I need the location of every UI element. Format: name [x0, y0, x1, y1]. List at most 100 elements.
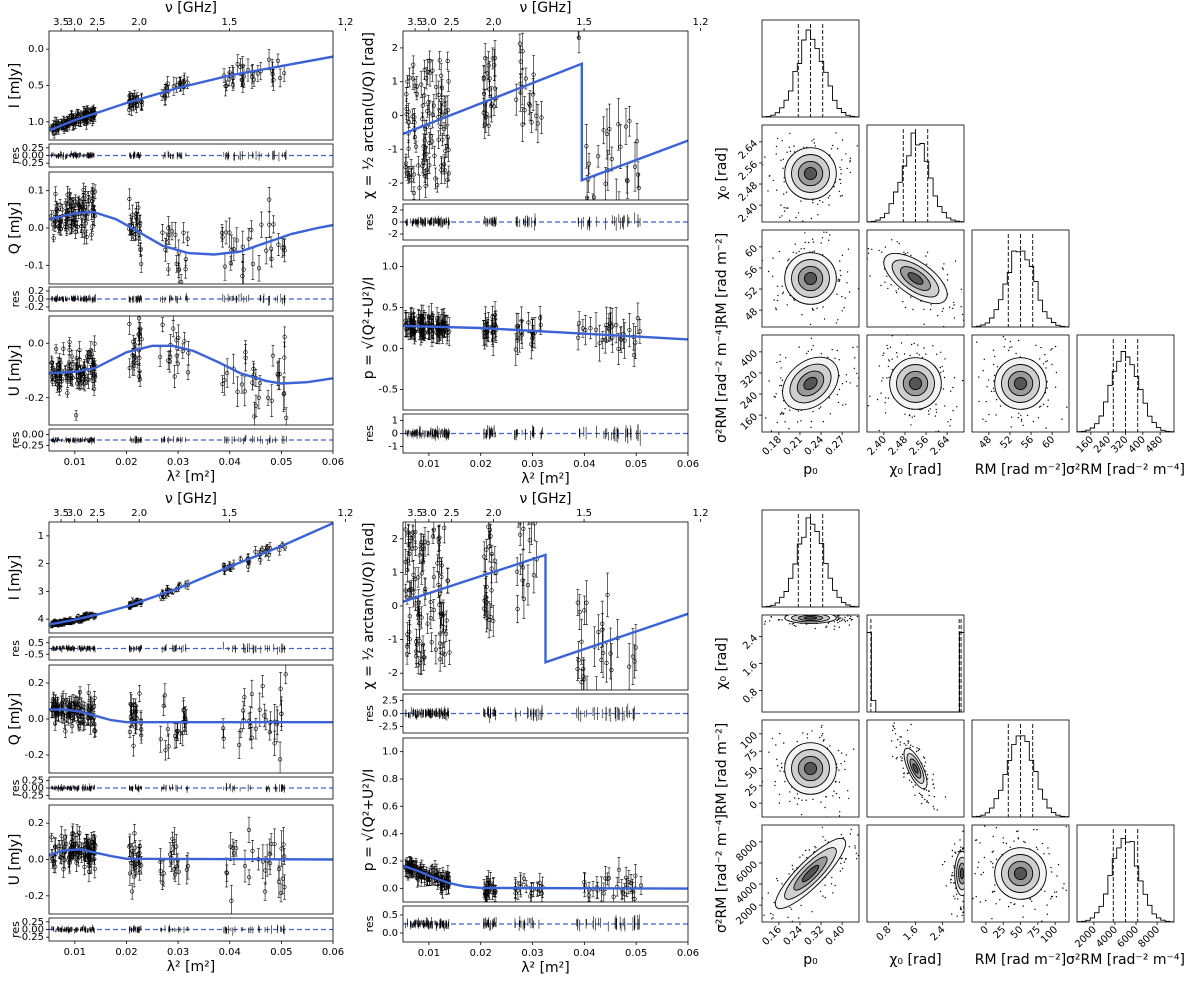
data-point	[81, 187, 86, 192]
top-nu-label: ν [GHz]	[165, 0, 217, 16]
data-point	[134, 211, 139, 216]
nu-tick-label: 2.0	[486, 17, 502, 28]
data-point	[68, 198, 73, 204]
data-point	[171, 311, 175, 315]
data-point	[527, 103, 533, 108]
data-point	[69, 354, 75, 359]
data-point	[430, 68, 435, 73]
data-point	[538, 322, 543, 328]
data-point	[259, 222, 264, 227]
data-point	[75, 110, 80, 115]
data-point	[601, 128, 606, 133]
data-point	[609, 156, 614, 162]
top-I-panel-plot	[49, 49, 333, 139]
data-point	[249, 74, 255, 80]
data-point	[82, 364, 87, 369]
data-point	[166, 267, 171, 272]
data-point	[487, 76, 492, 81]
y-tick-label: -1	[388, 442, 398, 453]
x-tick-label: 0.03	[167, 457, 189, 468]
data-point	[58, 202, 63, 208]
data-point	[240, 244, 245, 249]
data-point	[53, 377, 58, 382]
data-point	[446, 171, 451, 176]
data-point	[62, 118, 67, 124]
data-point	[411, 62, 416, 67]
top-U-res-panel: 0.00-0.25	[18, 428, 334, 452]
data-point	[77, 357, 82, 362]
data-point	[538, 315, 543, 320]
data-point	[67, 207, 72, 212]
data-point	[600, 337, 605, 343]
y-tick-label: 0.5	[28, 81, 44, 92]
top-p-panel-frame	[402, 245, 689, 411]
y-tick-label: 2	[392, 43, 398, 54]
data-point	[420, 103, 425, 108]
data-point	[490, 56, 495, 61]
y-tick-label: 0	[392, 429, 398, 440]
data-point	[249, 227, 254, 232]
bottom-I-panel: 1 2 3 4	[38, 521, 334, 634]
top-p-ylabel: p = √(Q²+U²)/I	[361, 277, 377, 379]
data-point	[439, 73, 444, 78]
data-point	[166, 226, 171, 231]
data-point	[130, 230, 135, 235]
top-I-res-panel: 0.250.00-0.25	[18, 143, 334, 169]
y-tick-label: 0	[392, 217, 398, 228]
data-point	[61, 346, 66, 351]
data-point	[65, 391, 70, 396]
data-point	[406, 146, 411, 151]
top-p-res-panel-plot	[403, 424, 688, 446]
data-point	[597, 341, 602, 346]
residual-label: res	[363, 213, 376, 230]
data-point	[90, 224, 95, 229]
nu-tick-label: 3.5	[407, 17, 423, 28]
data-point	[529, 120, 534, 125]
data-point	[276, 242, 281, 247]
data-point	[431, 103, 436, 108]
data-point	[593, 327, 599, 332]
data-point	[271, 222, 276, 227]
data-point	[136, 316, 142, 321]
data-point	[239, 382, 245, 387]
top-U-ylabel: U [mJy]	[7, 345, 23, 397]
data-point	[225, 370, 230, 376]
data-point	[409, 319, 414, 324]
top-U-panel: 0.0 -0.2	[24, 311, 334, 426]
data-point	[437, 332, 442, 337]
data-point	[266, 553, 271, 558]
data-point	[138, 246, 143, 251]
bottom-I-panel-frame	[48, 521, 334, 634]
data-point	[445, 108, 450, 113]
residual-label: res	[9, 431, 22, 448]
top-Q-ylabel: Q [mJy]	[7, 202, 23, 254]
data-point	[173, 232, 178, 237]
y-tick-label: 0.25	[22, 143, 44, 154]
x-tick-label: 0.05	[625, 459, 647, 470]
data-point	[241, 74, 247, 79]
data-point	[635, 172, 641, 177]
data-point	[160, 322, 165, 327]
data-point	[618, 336, 623, 342]
data-point	[531, 72, 536, 77]
data-point	[59, 379, 64, 384]
top-Q-panel: 0.1 0.0 -0.1	[24, 171, 334, 285]
data-point	[90, 190, 95, 195]
data-point	[57, 388, 62, 393]
top-xlabel: λ² [m²]	[167, 469, 216, 485]
data-point	[441, 162, 447, 167]
data-point	[406, 172, 411, 177]
data-point	[433, 176, 438, 181]
data-point	[636, 185, 641, 191]
top-Q-res-panel: 0.20.0-0.2	[24, 286, 334, 313]
bottom-I-res-panel: 0.5-0.5	[24, 636, 334, 661]
top-U-res-panel-frame	[48, 428, 334, 452]
data-point	[174, 261, 179, 266]
data-point	[241, 267, 246, 272]
data-point	[517, 41, 522, 46]
data-point	[281, 245, 287, 250]
data-point	[240, 82, 245, 87]
data-point	[623, 124, 629, 129]
data-point	[576, 335, 581, 340]
y-tick-label: -0.5	[378, 385, 398, 396]
